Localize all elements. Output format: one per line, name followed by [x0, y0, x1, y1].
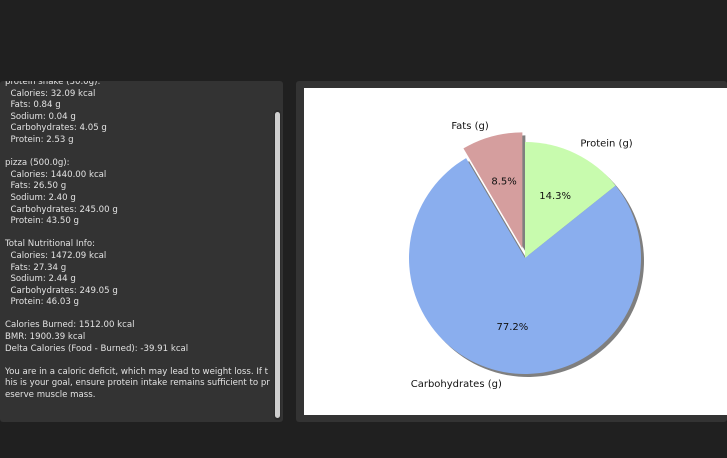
- log-blank-line: [5, 228, 273, 240]
- log-line: pizza (500.0g):: [5, 158, 70, 169]
- log-line: Delta Calories (Food - Burned): -39.91 k…: [5, 343, 189, 354]
- log-line: Fats: 0.84 g: [5, 100, 61, 111]
- log-line: Calories: 1440.00 kcal: [5, 169, 107, 180]
- log-line: You are in a caloric deficit, which may …: [5, 366, 270, 401]
- log-line: Calories Burned: 1512.00 kcal: [5, 320, 135, 331]
- log-scrollbar-thumb[interactable]: [275, 112, 280, 418]
- log-line: Calories: 1472.09 kcal: [5, 250, 107, 261]
- pie-slice-label: Protein (g): [580, 139, 632, 150]
- log-line: Carbohydrates: 249.05 g: [5, 285, 118, 296]
- pie-slice-label: Carbohydrates (g): [411, 379, 502, 390]
- nutrition-log-panel: protein shake (30.0g): Calories: 32.09 k…: [0, 81, 283, 422]
- macronutrient-pie-chart: Protein (g) 14.3% Carbohydrates (g) 77.2% Fa…: [304, 88, 727, 415]
- log-line: Carbohydrates: 245.00 g: [5, 204, 118, 215]
- pie-slice-percent: 14.3%: [539, 191, 571, 202]
- pie-slice: [525, 142, 616, 258]
- log-line: Calories: 32.09 kcal: [5, 88, 96, 99]
- pie-slice-percent: 8.5%: [491, 177, 516, 188]
- pie-slice: [463, 132, 523, 249]
- pie-slice: [408, 158, 641, 375]
- log-blank-line: [5, 309, 273, 321]
- log-line: Protein: 46.03 g: [5, 297, 80, 308]
- log-line: Protein: 43.50 g: [5, 216, 80, 227]
- pie-slice-label: Fats (g): [451, 121, 489, 132]
- log-line: Total Nutritional Info:: [5, 239, 95, 250]
- top-bar: [0, 0, 727, 80]
- log-line: Sodium: 0.04 g: [5, 111, 76, 122]
- log-line: Carbohydrates: 4.05 g: [5, 123, 107, 134]
- log-line: Fats: 27.34 g: [5, 262, 67, 273]
- log-line: Protein: 2.53 g: [5, 134, 74, 145]
- pie-slice-percent: 77.2%: [497, 322, 529, 333]
- log-line: Fats: 26.50 g: [5, 181, 67, 192]
- log-blank-line: [5, 147, 273, 159]
- nutrition-log-text: protein shake (30.0g): Calories: 32.09 k…: [5, 81, 273, 402]
- log-blank-line: [5, 355, 273, 367]
- bottom-bar: [0, 428, 727, 458]
- log-line: BMR: 1900.39 kcal: [5, 332, 86, 343]
- log-line: Sodium: 2.40 g: [5, 192, 76, 203]
- log-line: protein shake (30.0g):: [5, 81, 101, 87]
- pie-chart-svg: Protein (g) 14.3% Carbohydrates (g) 77.2% Fa…: [408, 121, 644, 390]
- log-line: Sodium: 2.44 g: [5, 274, 76, 285]
